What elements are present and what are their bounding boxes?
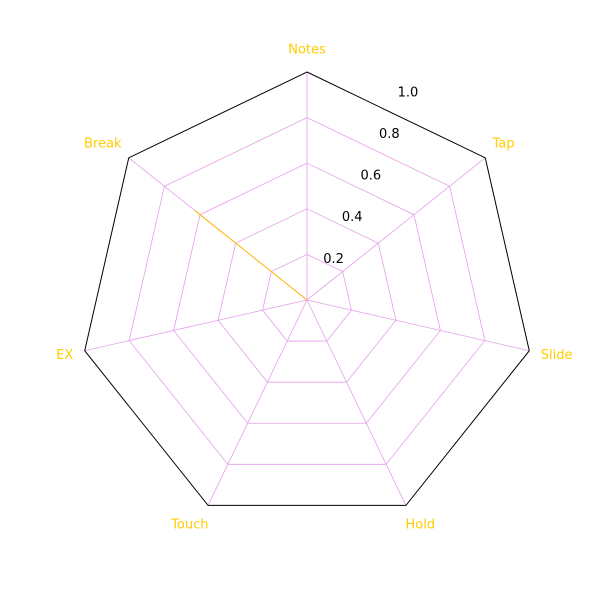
axis-label-touch: Touch <box>170 518 208 533</box>
spoke-slide <box>306 299 530 352</box>
axis-label-notes: Notes <box>288 43 326 58</box>
frame-layer <box>84 71 530 506</box>
r-tick-label-0: 0.2 <box>323 252 344 267</box>
spoke-tap <box>306 157 486 301</box>
axis-label-slide: Slide <box>541 348 573 363</box>
outer-frame <box>84 71 530 506</box>
axis-label-ex: EX <box>56 348 73 363</box>
grid-ring-2 <box>173 162 441 424</box>
tick-layer: 0.2 0.4 0.6 0.8 1.0 <box>323 85 418 267</box>
grid-ring-3 <box>128 117 486 465</box>
grid-ring-0 <box>262 253 352 342</box>
grid-ring-1 <box>217 208 397 383</box>
spoke-hold <box>306 299 407 506</box>
spoke-ex <box>84 299 308 352</box>
axis-label-tap: Tap <box>491 137 514 152</box>
r-tick-label-4: 1.0 <box>398 85 419 100</box>
spoke-layer <box>84 72 530 506</box>
series-area-0 <box>194 210 308 301</box>
axis-label-hold: Hold <box>405 518 435 533</box>
label-layer: Notes Tap Slide Hold Touch EX Break <box>56 43 572 533</box>
spoke-touch <box>207 299 308 506</box>
axis-label-break: Break <box>84 137 122 152</box>
r-tick-label-3: 0.8 <box>379 127 400 142</box>
r-tick-label-1: 0.4 <box>342 210 363 225</box>
series-layer <box>194 210 308 301</box>
r-tick-label-2: 0.6 <box>360 169 381 184</box>
grid-layer <box>128 117 486 465</box>
